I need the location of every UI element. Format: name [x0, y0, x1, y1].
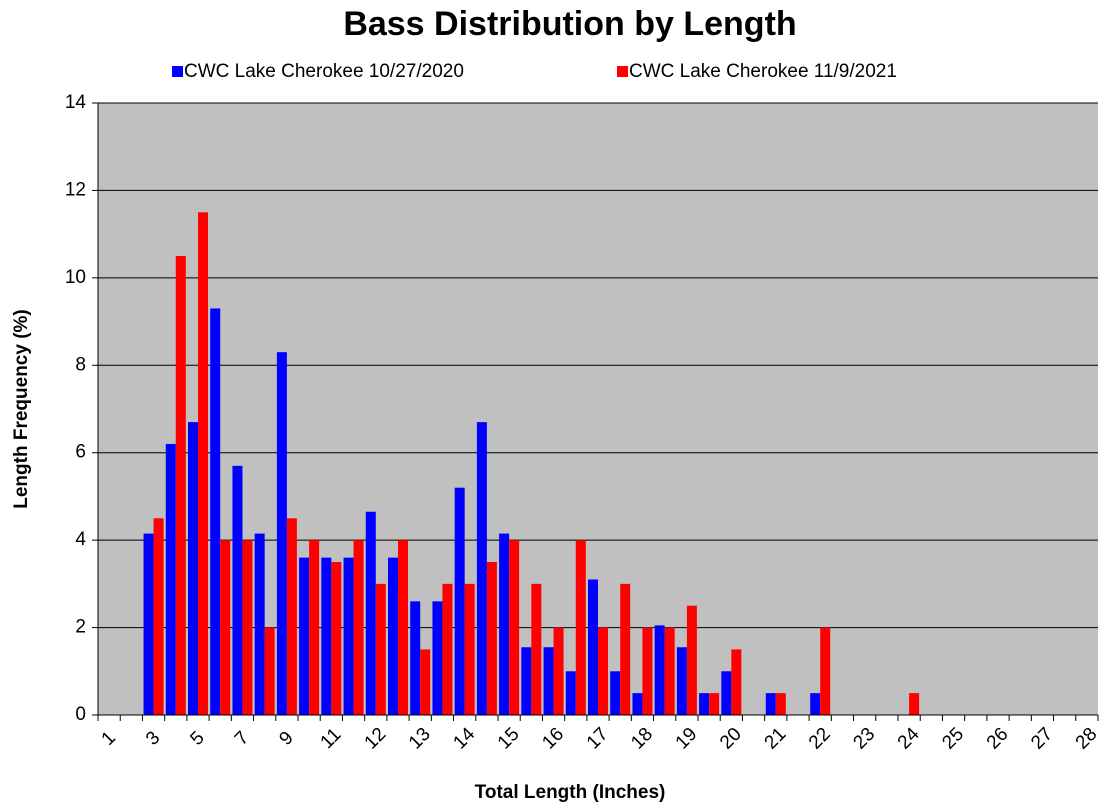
x-tick-label: 7 [231, 727, 253, 749]
x-tick-label: 5 [186, 727, 208, 749]
bar [486, 562, 497, 715]
bar [242, 540, 253, 715]
bar [188, 422, 198, 715]
bar [565, 671, 576, 715]
bar [588, 579, 598, 715]
y-tick-label: 2 [75, 617, 86, 638]
x-tick-label: 17 [583, 724, 613, 754]
bar [454, 487, 465, 715]
bar [388, 557, 398, 715]
bar [531, 583, 542, 715]
bar [331, 562, 342, 715]
bar [299, 557, 310, 715]
x-tick-label: 20 [716, 724, 746, 754]
y-tick-label: 4 [75, 529, 86, 550]
x-tick-label: 15 [494, 724, 524, 754]
bar [654, 625, 665, 715]
x-tick-label: 28 [1072, 724, 1102, 754]
bar [286, 518, 297, 715]
bar [143, 533, 154, 715]
bar [521, 647, 532, 715]
x-tick-label: 18 [627, 724, 657, 754]
bar [309, 540, 320, 715]
bar [165, 443, 176, 715]
y-tick-label: 12 [65, 179, 86, 200]
x-tick-label: 9 [275, 727, 297, 749]
bar [810, 693, 821, 715]
bar [175, 256, 186, 715]
bar [699, 693, 710, 715]
y-tick-label: 10 [65, 267, 86, 288]
x-tick-label: 25 [938, 724, 968, 754]
x-tick-label: 3 [142, 727, 164, 749]
bar [410, 601, 421, 715]
bar [731, 649, 742, 715]
legend-label: CWC Lake Cherokee 11/9/2021 [629, 61, 897, 82]
bar [632, 693, 643, 715]
bar [676, 647, 687, 715]
x-tick-label: 13 [405, 724, 435, 754]
bar [575, 540, 586, 715]
x-tick-label: 14 [449, 723, 479, 753]
bar [220, 540, 231, 715]
bar [353, 540, 364, 715]
y-axis-title: Length Frequency (%) [11, 309, 32, 509]
bar [610, 671, 621, 715]
bar [620, 583, 631, 715]
bar [464, 583, 475, 715]
x-tick-label: 23 [849, 724, 879, 754]
bar [909, 693, 920, 715]
x-tick-label: 26 [983, 724, 1013, 754]
bar [398, 540, 408, 715]
bar [820, 627, 831, 715]
y-tick-label: 8 [75, 354, 86, 375]
bar [686, 605, 697, 715]
bar [509, 540, 520, 715]
bar [198, 212, 208, 716]
x-tick-label: 16 [538, 724, 568, 754]
bar [775, 693, 786, 715]
y-tick-label: 6 [75, 442, 86, 463]
y-tick-label: 14 [65, 92, 87, 113]
bar [375, 583, 386, 715]
bar [420, 649, 431, 715]
bar [709, 693, 720, 715]
x-tick-label: 12 [361, 724, 391, 754]
x-tick-label: 11 [317, 724, 346, 753]
bar [153, 518, 164, 715]
bar [321, 557, 332, 715]
bar [642, 627, 653, 715]
x-tick-label: 22 [805, 724, 835, 754]
bar [721, 671, 732, 715]
bar [210, 308, 221, 715]
bar [343, 557, 354, 715]
bar [765, 693, 776, 715]
bar [365, 511, 376, 715]
bar [476, 422, 487, 715]
x-tick-label: 19 [672, 724, 702, 754]
x-tick-label: 1 [98, 727, 120, 749]
bar [598, 627, 608, 715]
bar [553, 627, 564, 715]
bar [264, 627, 275, 715]
bar [276, 352, 287, 715]
y-tick-label: 0 [75, 704, 86, 725]
x-tick-label: 24 [894, 723, 924, 753]
x-axis-title: Total Length (Inches) [475, 782, 666, 803]
x-tick-label: 27 [1027, 724, 1057, 754]
chart-title: Bass Distribution by Length [343, 5, 796, 43]
legend-swatch [172, 66, 183, 77]
bar [543, 647, 554, 715]
legend-label: CWC Lake Cherokee 10/27/2020 [184, 61, 464, 82]
bar [432, 601, 443, 715]
bar [232, 465, 243, 715]
bar [664, 627, 675, 715]
bar [442, 583, 453, 715]
legend-swatch [617, 66, 628, 77]
bar [254, 533, 265, 715]
bar [499, 533, 510, 715]
x-tick-label: 21 [761, 724, 791, 754]
